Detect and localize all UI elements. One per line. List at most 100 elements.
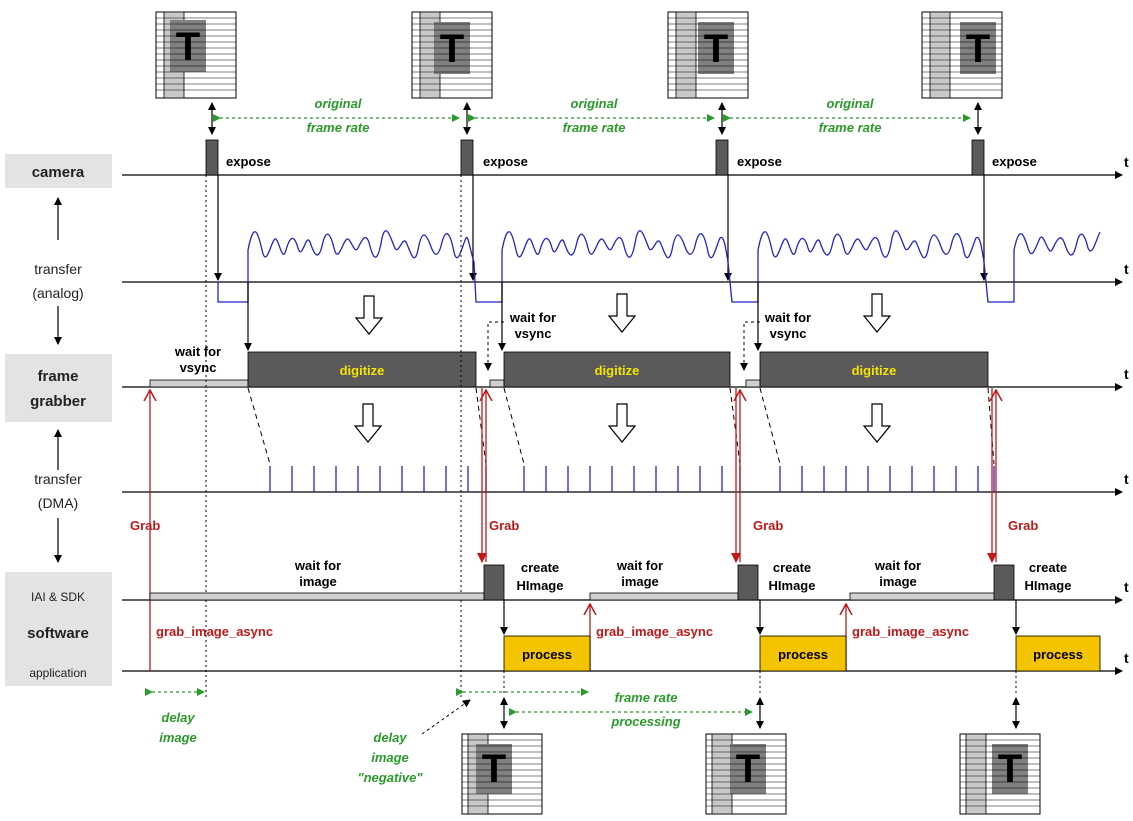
wait-vsync-bar — [149, 379, 249, 388]
process-label: process — [522, 647, 572, 662]
original-frame-rate-label: frame rate — [307, 120, 370, 135]
hollow-down-arrow — [607, 293, 637, 333]
frame-icon: T — [411, 11, 493, 99]
frame-rate-processing-label: frame rate — [615, 690, 678, 705]
delay-negative-label: "negative" — [357, 770, 423, 785]
vsync-pointer — [740, 321, 760, 371]
hollow-down-arrow — [354, 295, 384, 335]
expose-pulse — [715, 139, 729, 176]
dma-axis-t: t — [1124, 471, 1129, 487]
application-label: application — [29, 666, 86, 680]
wait-image-label: image — [621, 574, 659, 589]
analog-waveform — [217, 230, 1101, 303]
frame-icon-glyph: T — [736, 747, 760, 791]
app-axis-t: t — [1124, 650, 1129, 666]
expose-label: expose — [737, 154, 782, 169]
delay-image-label: delay — [161, 710, 195, 725]
bottom-annotations: delay image delay image "negative" frame… — [145, 671, 1020, 785]
wait-image-label: wait for — [616, 558, 663, 573]
create-himage-label: HImage — [769, 578, 816, 593]
guide-lines — [205, 175, 462, 698]
wait-image-bar — [149, 592, 485, 601]
transfer-analog-label-2: (analog) — [32, 285, 83, 301]
flow-arrows — [353, 293, 892, 443]
frame-icon: T — [667, 11, 749, 99]
camera-exposures: expose expose expose expose original fra… — [205, 96, 1037, 281]
wait-vsync-label: vsync — [770, 326, 807, 341]
transfer-dma-label-2: (DMA) — [38, 495, 78, 511]
expose-label: expose — [226, 154, 271, 169]
transfer-analog-label-1: transfer — [34, 261, 82, 277]
digitize-block — [247, 351, 477, 388]
vsync-pointer — [484, 321, 504, 371]
process-label: process — [1033, 647, 1083, 662]
hollow-down-arrow — [862, 293, 892, 333]
original-frame-rate-label: original — [315, 96, 362, 111]
original-frame-rate-label: original — [571, 96, 618, 111]
wait-image-bar — [589, 592, 739, 601]
analog-axis-t: t — [1124, 261, 1129, 277]
software-label: software — [27, 625, 89, 642]
frame-icon-glyph: T — [998, 747, 1022, 791]
row-labels: camera transfer (analog) frame grabber t… — [5, 154, 112, 686]
hollow-down-arrow — [607, 403, 637, 443]
camera-axis-t: t — [1124, 154, 1129, 170]
grab-label: Grab — [1008, 518, 1038, 533]
delay-negative-label: image — [371, 750, 409, 765]
grab-triggers: Grab Grab Grab Grab — [130, 388, 1038, 671]
camera-label: camera — [32, 164, 85, 181]
frame-grabber-label-2: grabber — [30, 393, 86, 410]
grabber-axis-t: t — [1124, 366, 1129, 382]
frame-icon-glyph: T — [176, 25, 200, 69]
frame-icon-object — [992, 744, 1028, 794]
digitize-block — [503, 351, 731, 388]
wait-image-label: wait for — [874, 558, 921, 573]
grab-image-async-label: grab_image_async — [596, 624, 713, 639]
frame-rate-processing-label: processing — [610, 714, 680, 729]
analog-signal — [217, 230, 1101, 303]
expose-label: expose — [992, 154, 1037, 169]
wait-vsync-label: wait for — [509, 310, 556, 325]
frame-grabber-label-box — [5, 354, 112, 422]
original-frame-rate-label: frame rate — [819, 120, 882, 135]
frame-icon-scan-bar — [675, 11, 697, 99]
camera-label-box — [5, 154, 112, 188]
expose-pulse — [971, 139, 985, 176]
delay-image-label: image — [159, 730, 197, 745]
expose-label: expose — [483, 154, 528, 169]
create-himage-label: HImage — [1025, 578, 1072, 593]
dma-transfer — [269, 466, 995, 492]
original-frame-rate-label: frame rate — [563, 120, 626, 135]
create-himage-label: HImage — [517, 578, 564, 593]
wait-image-label: image — [299, 574, 337, 589]
application-row: process process process — [503, 635, 1101, 672]
frame-icon-glyph: T — [440, 27, 464, 71]
frame-icon: T — [959, 733, 1041, 815]
frame-icon-scan-bar — [929, 11, 951, 99]
create-himage-label: create — [521, 560, 559, 575]
create-himage-block — [483, 564, 505, 601]
grab-image-async-label: grab_image_async — [156, 624, 273, 639]
frame-grabber-row: wait for vsync wait for vsync wait for v… — [149, 282, 989, 388]
software-label-box — [5, 572, 112, 686]
frame-icon: T — [461, 733, 543, 815]
create-himage-label: create — [1029, 560, 1067, 575]
grab-image-async-label: grab_image_async — [852, 624, 969, 639]
process-block — [759, 635, 847, 672]
wait-vsync-bar — [489, 379, 505, 388]
delay-negative-label: delay — [373, 730, 407, 745]
frame-grabber-label-1: frame — [38, 368, 79, 385]
sdk-row: wait for image wait for image wait for i… — [149, 558, 1072, 671]
wait-image-bar — [849, 592, 997, 601]
wait-vsync-label: vsync — [180, 360, 217, 375]
hollow-down-arrow — [862, 403, 892, 443]
iai-sdk-label: IAI & SDK — [31, 590, 85, 604]
frame-icon-glyph: T — [482, 747, 506, 791]
frame-icon-object — [730, 744, 766, 794]
frame-icon-object — [476, 744, 512, 794]
wait-vsync-label: vsync — [515, 326, 552, 341]
original-frame-rate-label: original — [827, 96, 874, 111]
wait-vsync-label: wait for — [174, 344, 221, 359]
digitize-block — [759, 351, 989, 388]
